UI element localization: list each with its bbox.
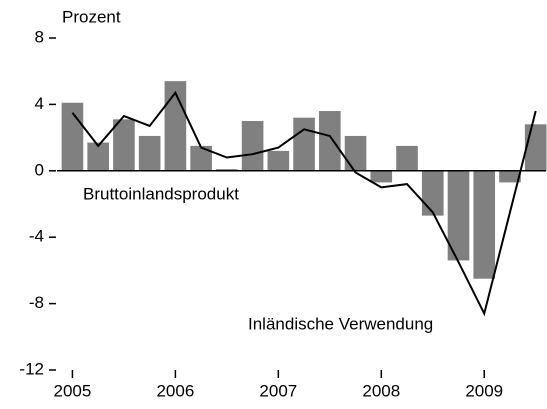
bar bbox=[421, 170, 444, 216]
bar bbox=[396, 145, 418, 171]
y-tick-label: 4 bbox=[35, 94, 44, 113]
x-tick-label: 2005 bbox=[54, 381, 92, 400]
bar bbox=[370, 170, 393, 183]
bar bbox=[267, 150, 290, 171]
x-tick-label: 2006 bbox=[156, 381, 194, 400]
bar bbox=[293, 117, 315, 171]
y-tick-label: -4 bbox=[29, 227, 44, 246]
bar bbox=[319, 111, 341, 171]
bar bbox=[447, 170, 470, 261]
bar bbox=[524, 124, 547, 171]
x-tick-label: 2009 bbox=[465, 381, 503, 400]
bar bbox=[473, 170, 496, 279]
annotation: Bruttoinlandsprodukt bbox=[83, 184, 239, 203]
annotation: Inländische Verwendung bbox=[248, 314, 433, 333]
y-tick-label: 0 bbox=[35, 160, 44, 179]
bar bbox=[138, 135, 161, 171]
bar bbox=[216, 169, 238, 171]
line bbox=[71, 90, 537, 317]
bar bbox=[344, 135, 367, 171]
bar bbox=[241, 121, 264, 171]
bar bbox=[87, 142, 109, 171]
bar bbox=[499, 170, 521, 183]
x-tick-label: 2007 bbox=[259, 381, 297, 400]
x-tick-label: 2008 bbox=[362, 381, 400, 400]
y-tick-label: -8 bbox=[29, 293, 44, 312]
y-tick-label: 8 bbox=[35, 27, 44, 46]
bar bbox=[190, 145, 212, 171]
bar bbox=[113, 119, 135, 171]
y-axis-label: Prozent bbox=[62, 7, 121, 26]
y-tick-label: -12 bbox=[19, 359, 44, 378]
